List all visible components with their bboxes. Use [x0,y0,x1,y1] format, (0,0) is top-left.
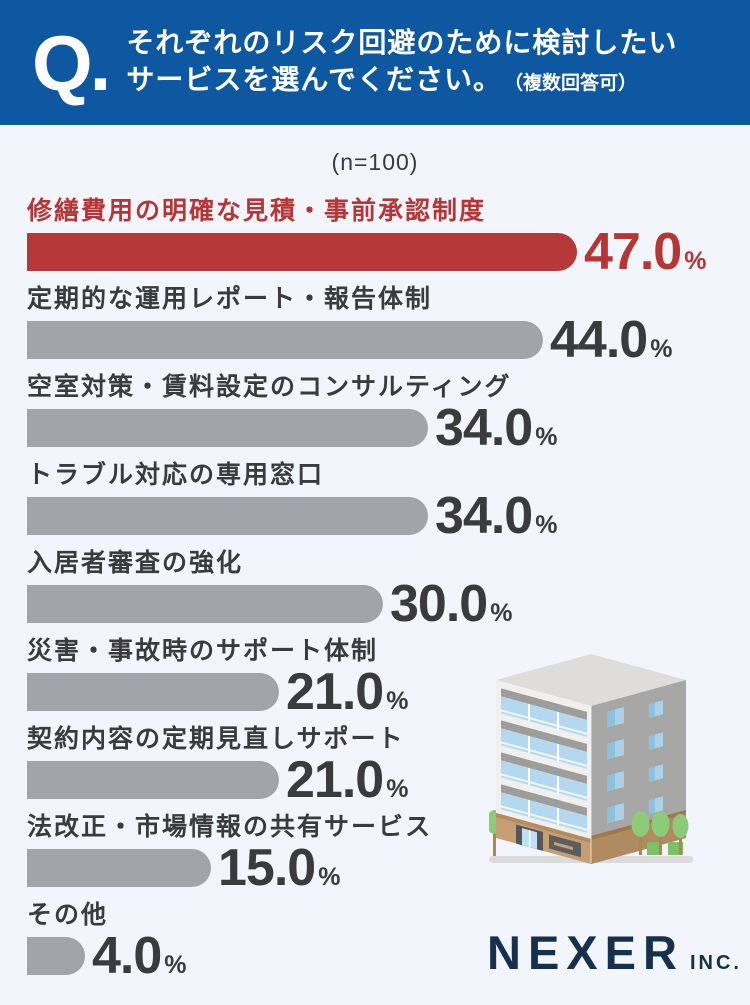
question-q-mark: Q. [32,18,111,107]
bar-value: 21.0% [286,663,409,721]
bar-row: 災害・事故時のサポート体制 21.0% [27,636,750,724]
bar [27,761,279,799]
bar-value: 30.0% [390,575,513,633]
bar [27,937,85,975]
question-line-1: それぞれのリスク回避のために検討したい [126,26,678,58]
bar-label: 契約内容の定期見直しサポート [27,725,405,753]
bar [27,585,383,623]
bar-label: 修繕費用の明確な見積・事前承認制度 [27,197,487,225]
nexer-logo-text: NEXER [487,926,684,979]
bar-value: 34.0% [435,399,558,457]
bar-label: その他 [27,901,109,929]
bar-row: 契約内容の定期見直しサポート 21.0% [27,724,750,812]
bar-row: 法改正・市場情報の共有サービス 15.0% [27,812,750,900]
bar-row: トラブル対応の専用窓口 34.0% [27,460,750,548]
bar-value: 4.0% [92,927,187,985]
bar [27,673,279,711]
bar [27,409,428,447]
question-line-2-main: サービスを選んでください。 [126,63,502,95]
bar-label: 災害・事故時のサポート体制 [27,637,379,665]
bar-value: 15.0% [218,839,341,897]
bar-label: 空室対策・賃料設定のコンサルティング [27,373,512,401]
nexer-logo: NEXER INC. [487,929,742,976]
bar [27,849,211,887]
bar-label: トラブル対応の専用窓口 [27,461,325,489]
bar-row: その他 4.0% [27,900,750,988]
bar-value: 34.0% [435,487,558,545]
bar-label: 定期的な運用レポート・報告体制 [27,285,433,313]
question-line-2: サービスを選んでください。 （複数回答可） [126,61,677,102]
nexer-logo-suffix: INC. [689,952,742,974]
question-header: Q. それぞれのリスク回避のために検討したい サービスを選んでください。 （複数… [0,0,750,125]
bar-label: 入居者審査の強化 [27,549,244,577]
building-left-wall [496,680,591,864]
bar-row: 定期的な運用レポート・報告体制 44.0% [27,284,750,372]
trees-right-icon [631,811,689,855]
question-note: （複数回答可） [503,72,637,94]
sample-size-label: (n=100) [331,149,419,175]
question-text: それぞれのリスク回避のために検討したい サービスを選んでください。 （複数回答可… [126,24,677,102]
bar [27,233,577,271]
bar-chart: 修繕費用の明確な見積・事前承認制度 47.0% 定期的な運用レポート・報告体制 44.… [27,196,750,988]
bar-value: 47.0% [584,223,707,281]
building-corner [590,706,592,863]
bar [27,321,543,359]
bar [27,497,428,535]
bar-row: 修繕費用の明確な見積・事前承認制度 47.0% [27,196,750,284]
bar-value: 21.0% [286,751,409,809]
bar-value: 44.0% [550,311,673,369]
bar-label: 法改正・市場情報の共有サービス [27,813,433,841]
bar-row: 空室対策・賃料設定のコンサルティング 34.0% [27,372,750,460]
building-illustration [489,654,693,864]
bar-row: 入居者審査の強化 30.0% [27,548,750,636]
